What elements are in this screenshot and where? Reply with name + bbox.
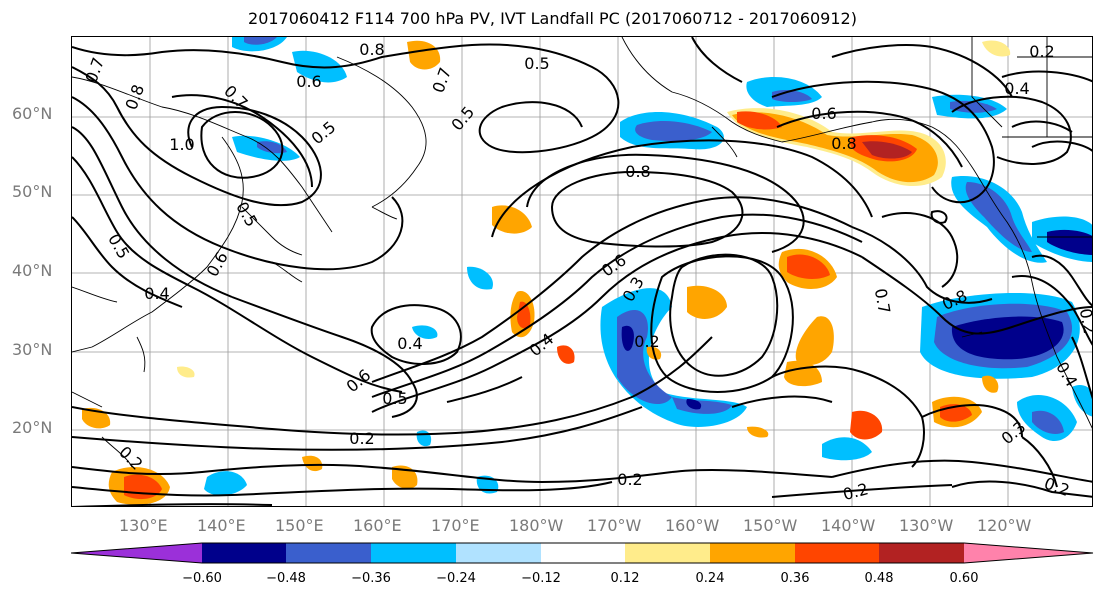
lon-label: 170°E	[431, 516, 480, 535]
contour-label: 0.5	[447, 103, 478, 135]
lon-label: 160°W	[665, 516, 720, 535]
colorbar-bin	[625, 543, 710, 563]
contour-label: 0.2	[1076, 307, 1093, 335]
colorbar	[71, 542, 1094, 564]
contour-label: 0.5	[524, 54, 549, 73]
colorbar-tick: −0.36	[351, 571, 391, 586]
contour-label: 0.2	[1029, 42, 1054, 61]
lon-label: 150°E	[275, 516, 324, 535]
contour-label: 0.5	[104, 230, 133, 262]
lat-label: 30°N	[12, 340, 53, 359]
map-panel: 0.7 0.8 0.6 0.8 0.5 0.7 0.5 0.7 0.6 0.8 …	[71, 36, 1093, 507]
lon-label: 120°W	[977, 516, 1032, 535]
contour-label: 0.5	[308, 117, 340, 148]
colorbar-tick: 0.48	[864, 571, 894, 586]
colorbar-bin	[202, 543, 286, 563]
colorbar-tick: −0.12	[521, 571, 561, 586]
colorbar-bin	[795, 543, 879, 563]
contour-label: 0.2	[617, 470, 642, 489]
colorbar-tick: 0.36	[780, 571, 810, 586]
contour-label: 0.6	[203, 248, 232, 280]
contour-label: 1.0	[169, 135, 194, 154]
contour-label: 0.2	[349, 429, 374, 448]
contour-label: 0.2	[634, 332, 659, 351]
contour-label: 0.7	[429, 65, 456, 95]
contour-label: 0.7	[871, 287, 894, 315]
colorbar-tick: −0.24	[436, 571, 476, 586]
lon-label: 160°E	[353, 516, 402, 535]
colorbar-tick: 0.60	[949, 571, 979, 586]
contour-label: 0.8	[359, 40, 384, 59]
contour-label: 0.4	[144, 284, 169, 303]
lon-label: 140°W	[821, 516, 876, 535]
contour-label: 0.8	[625, 162, 650, 181]
lon-label: 150°W	[743, 516, 798, 535]
contour-label: 0.4	[1004, 79, 1029, 98]
colorbar-bin	[456, 543, 541, 563]
gridlines	[72, 37, 1092, 506]
contour-label: 0.8	[122, 82, 149, 112]
contour-label: 0.6	[598, 250, 630, 280]
lon-label: 170°W	[587, 516, 642, 535]
contour-label: 0.4	[397, 334, 422, 353]
colorbar-bin	[879, 543, 964, 563]
lon-label: 130°E	[119, 516, 168, 535]
contour-label: 0.6	[811, 104, 836, 123]
colorbar-bin	[964, 543, 1093, 563]
lat-label: 20°N	[12, 418, 53, 437]
lon-label: 140°E	[197, 516, 246, 535]
colorbar-bin	[541, 543, 625, 563]
colorbar-bin	[371, 543, 456, 563]
map-title: 2017060412 F114 700 hPa PV, IVT Landfall…	[248, 9, 857, 28]
lat-label: 50°N	[12, 182, 53, 201]
contour-label: 0.7	[82, 55, 109, 85]
colorbar-bin	[71, 543, 202, 563]
colorbar-bin	[286, 543, 371, 563]
contour-label: 0.6	[296, 72, 321, 91]
colorbar-tick: 0.12	[610, 571, 640, 586]
contours	[72, 37, 1092, 506]
colorbar-tick: −0.60	[182, 571, 222, 586]
coastlines	[72, 37, 1092, 468]
lat-label: 60°N	[12, 104, 53, 123]
shaded-anomalies	[82, 37, 1092, 505]
colorbar-tick: −0.48	[266, 571, 306, 586]
colorbar-bin	[710, 543, 795, 563]
contour-label: 0.5	[382, 389, 407, 408]
colorbar-outline	[71, 542, 1094, 564]
contour-label: 0.2	[841, 479, 871, 504]
lon-label: 180°W	[509, 516, 564, 535]
lon-label: 130°W	[899, 516, 954, 535]
contour-label: 0.8	[831, 134, 856, 153]
lat-label: 40°N	[12, 261, 53, 280]
colorbar-tick: 0.24	[695, 571, 725, 586]
contour-label: 0.6	[343, 365, 375, 396]
map-svg: 0.7 0.8 0.6 0.8 0.5 0.7 0.5 0.7 0.6 0.8 …	[72, 37, 1093, 506]
